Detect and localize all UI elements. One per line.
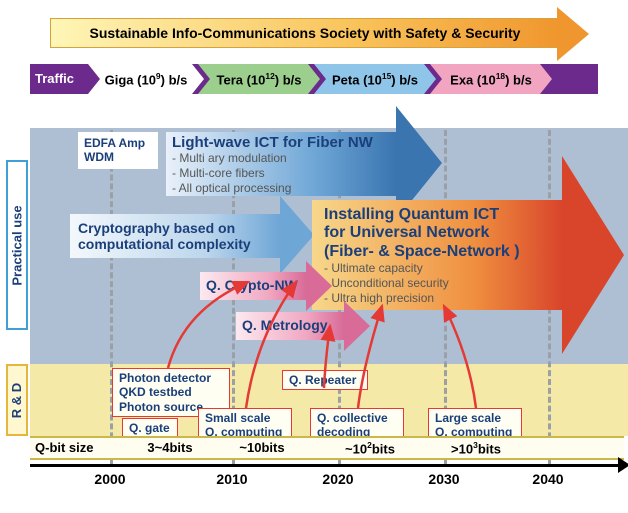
title-arrow-head (557, 7, 589, 61)
rd-box-line: Large scale (435, 411, 515, 425)
practical-use-tab: Practical use (6, 160, 28, 330)
title-arrow-text: Sustainable Info-Communications Society … (90, 25, 521, 41)
traffic-chevron-label-2: Peta (1015) b/s (330, 71, 420, 87)
traffic-chevron-3: Exa (1018) b/s (442, 64, 540, 94)
traffic-chevron-1: Tera (1012) b/s (210, 64, 308, 94)
x-axis (30, 464, 624, 467)
qmetro-title: Q. Metrology (242, 317, 328, 333)
qbit-val-3: >103bits (451, 440, 501, 456)
qbit-label: Q-bit size (35, 440, 94, 455)
qmetro-arrow-head (344, 301, 370, 351)
traffic-chevron-label-1: Tera (1012) b/s (214, 71, 303, 87)
traffic-chevron-label-3: Exa (1018) b/s (448, 71, 534, 87)
rd-box-line: Q. collective (317, 411, 397, 425)
qbit-val-1: ~10bits (239, 440, 284, 455)
traffic-label: Traffic (35, 71, 74, 86)
rd-tab-label: R & D (10, 382, 25, 417)
traffic-chevron-label-0: Giga (109) b/s (103, 71, 190, 87)
crypto-title: Cryptography based oncomputational compl… (78, 220, 288, 252)
qcrypto-arrow-head (306, 261, 332, 311)
rd-box-qrep: Q. Repeater (282, 370, 368, 390)
qbit-val-0: 3~4bits (147, 440, 192, 455)
qbit-row (30, 436, 624, 460)
qbit-val-2: ~102bits (345, 440, 395, 456)
lightwave-sub: - Multi-core fibers (172, 166, 402, 181)
quantum-ict-sub: - Unconditional security (324, 276, 574, 291)
quantum-ict-sub: - Ultimate capacity (324, 261, 574, 276)
rd-box-line: Q. Repeater (289, 373, 361, 387)
title-arrow: Sustainable Info-Communications Society … (50, 18, 560, 48)
qcrypto-title: Q. Crypto-NW (206, 277, 298, 293)
rd-box-line: Small scale (205, 411, 285, 425)
tick-2000: 2000 (94, 471, 125, 487)
traffic-chevron-0: Giga (109) b/s (100, 64, 192, 94)
traffic-chevron-2: Peta (1015) b/s (326, 64, 424, 94)
x-axis-arrowhead (618, 457, 628, 473)
practical-use-tab-label: Practical use (10, 205, 25, 285)
rd-box-line: Q. gate (129, 421, 171, 435)
lightwave-title: Light-wave ICT for Fiber NW (172, 134, 402, 151)
edfa-label: EDFA AmpWDM (78, 132, 158, 169)
lightwave-sub: - All optical processing (172, 181, 402, 196)
rd-box-line: Photon detector (119, 371, 223, 385)
tick-2030: 2030 (428, 471, 459, 487)
diagram-canvas: { "layout": { "width": 628, "height": 51… (0, 0, 628, 513)
lightwave-sub: - Multi ary modulation (172, 151, 402, 166)
tick-2010: 2010 (216, 471, 247, 487)
rd-box-line: QKD testbed (119, 385, 223, 399)
quantum-ict-title: Installing Quantum ICTfor Universal Netw… (324, 206, 574, 261)
rd-tab: R & D (6, 364, 28, 436)
tick-2020: 2020 (322, 471, 353, 487)
tick-2040: 2040 (532, 471, 563, 487)
